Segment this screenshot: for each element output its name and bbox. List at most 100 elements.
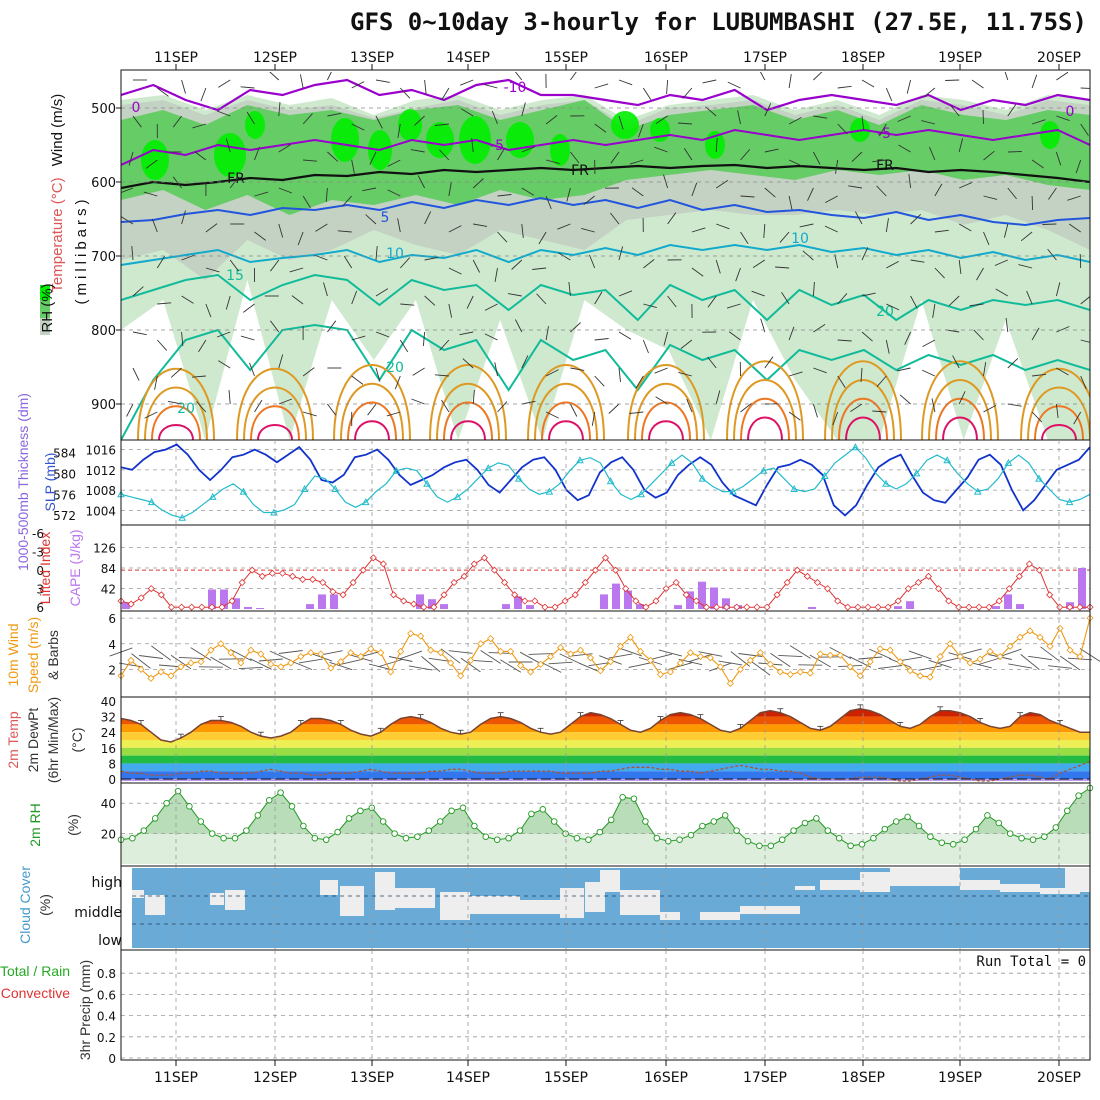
wind-speed-marker bbox=[746, 656, 754, 664]
surface-wind-barb bbox=[519, 651, 542, 665]
wind-barb bbox=[1056, 367, 1069, 376]
temp-warm-dome bbox=[634, 382, 698, 440]
cloud-gap bbox=[890, 868, 960, 886]
wind-barb bbox=[629, 411, 644, 414]
lifted-index-marker bbox=[218, 603, 226, 611]
surface-wind-barb bbox=[408, 665, 433, 671]
wind-barb bbox=[885, 339, 890, 354]
wind-barb bbox=[802, 250, 814, 261]
upper-air-clip: -10 -5 -5 0 0 FR FR FR 5 10 10 15 20 20 20 bbox=[121, 72, 1090, 440]
temp2m-label: 2m Temp bbox=[5, 711, 21, 769]
wind-speed-marker bbox=[257, 650, 265, 658]
pressure-tick-label: 500 bbox=[91, 102, 116, 117]
lifted-index-marker bbox=[410, 600, 418, 608]
wind-barb bbox=[439, 149, 450, 161]
wind-speed-marker bbox=[666, 668, 674, 676]
surface-wind-barb bbox=[230, 649, 252, 661]
li-tick-label: -6 bbox=[32, 527, 44, 541]
wind-barb bbox=[246, 111, 255, 125]
wind-speed-marker bbox=[796, 668, 804, 676]
temp-warm-dome bbox=[747, 416, 783, 440]
temp-clip bbox=[121, 704, 1090, 782]
wind-barb bbox=[740, 149, 751, 161]
wind-barb bbox=[751, 290, 765, 297]
temp-color-band bbox=[121, 740, 1090, 748]
wind-barb bbox=[1031, 159, 1044, 169]
wind-barb bbox=[581, 227, 595, 233]
wind-barb bbox=[837, 339, 852, 342]
wind-barb bbox=[788, 159, 802, 167]
lifted-index-marker bbox=[1025, 560, 1034, 568]
wind-barb bbox=[1005, 318, 1009, 333]
temp-warm-dome bbox=[450, 420, 486, 440]
lifted-index-marker bbox=[500, 578, 509, 587]
wind-barb bbox=[143, 191, 158, 197]
wind-barb bbox=[327, 320, 337, 333]
wind-barb bbox=[192, 123, 207, 129]
wind-speed-marker bbox=[686, 649, 694, 657]
bottom-day-label: 14SEP bbox=[446, 1070, 490, 1086]
wind-speed-marker bbox=[137, 665, 145, 673]
wind-barb bbox=[278, 354, 284, 369]
wind-barb bbox=[983, 362, 987, 377]
li-tick-label: 6 bbox=[36, 601, 44, 615]
surface-wind-barb bbox=[258, 658, 283, 662]
lifted-index-marker bbox=[743, 603, 751, 611]
lifted-index-marker bbox=[268, 569, 276, 577]
temp-warm-dome bbox=[541, 401, 591, 440]
wind-barb bbox=[472, 390, 475, 405]
lifted-index-marker bbox=[470, 560, 478, 568]
wind-barb bbox=[351, 375, 364, 385]
wind-speed-marker bbox=[457, 672, 465, 680]
surface-wind-barb bbox=[978, 657, 1002, 665]
cloud-gap bbox=[660, 912, 680, 920]
temp-contour-15 bbox=[121, 273, 1090, 322]
precip-tick-label: 0.4 bbox=[97, 1010, 116, 1024]
wind-barb bbox=[1031, 74, 1038, 89]
wind10m-barbs-label: & Barbs bbox=[45, 630, 61, 680]
wind-barb bbox=[958, 391, 966, 405]
surface-wind-barb bbox=[399, 650, 423, 660]
wind-barb bbox=[460, 79, 474, 86]
wind-speed-marker bbox=[886, 646, 894, 654]
temp-contour-10 bbox=[121, 243, 1090, 266]
wind-barb bbox=[351, 159, 355, 174]
surface-wind-barb bbox=[329, 661, 353, 671]
thickness-marker bbox=[1065, 498, 1074, 506]
wind-speed-marker bbox=[247, 646, 255, 654]
lifted-index-marker bbox=[359, 566, 367, 574]
wind-speed-marker bbox=[487, 635, 495, 643]
wind-barb bbox=[904, 331, 912, 345]
wind-barb bbox=[156, 339, 168, 351]
lifted-index-marker bbox=[733, 603, 741, 611]
rh2m-marker bbox=[345, 815, 353, 822]
slp-label: SLP (mb) bbox=[42, 453, 58, 512]
lifted-index-marker bbox=[400, 597, 408, 605]
rh-high-blob bbox=[214, 133, 246, 177]
surface-wind-barb bbox=[858, 656, 883, 660]
wind-barb bbox=[618, 331, 632, 340]
rh2m-marker bbox=[744, 837, 752, 845]
rh2m-marker bbox=[220, 834, 227, 842]
cloud-gap bbox=[145, 895, 165, 915]
lifted-index-marker bbox=[813, 578, 822, 587]
wind-barb bbox=[764, 148, 779, 153]
surface-wind-barb bbox=[1020, 654, 1040, 670]
wind-barb bbox=[460, 108, 474, 117]
wind-barb bbox=[594, 291, 603, 305]
wind-barb bbox=[254, 146, 260, 161]
rh2m-marker bbox=[733, 827, 740, 834]
temp-warm-dome bbox=[838, 397, 888, 440]
rh2m-marker bbox=[436, 818, 444, 825]
lifted-index-marker bbox=[208, 603, 216, 611]
thickness-marker bbox=[331, 484, 340, 493]
surface-wind-barb bbox=[548, 661, 573, 665]
wind-barb bbox=[643, 259, 655, 269]
slp-thickness-panel: 1004 1008 1012 1016 572 576 580 584 bbox=[53, 443, 1091, 523]
contour-label: 15 bbox=[226, 268, 244, 284]
thickness-marker bbox=[606, 477, 615, 485]
wind-barb bbox=[667, 212, 677, 225]
wind-barb bbox=[686, 398, 693, 413]
lifted-index-marker bbox=[389, 591, 398, 599]
lifted-index-marker bbox=[591, 566, 599, 574]
